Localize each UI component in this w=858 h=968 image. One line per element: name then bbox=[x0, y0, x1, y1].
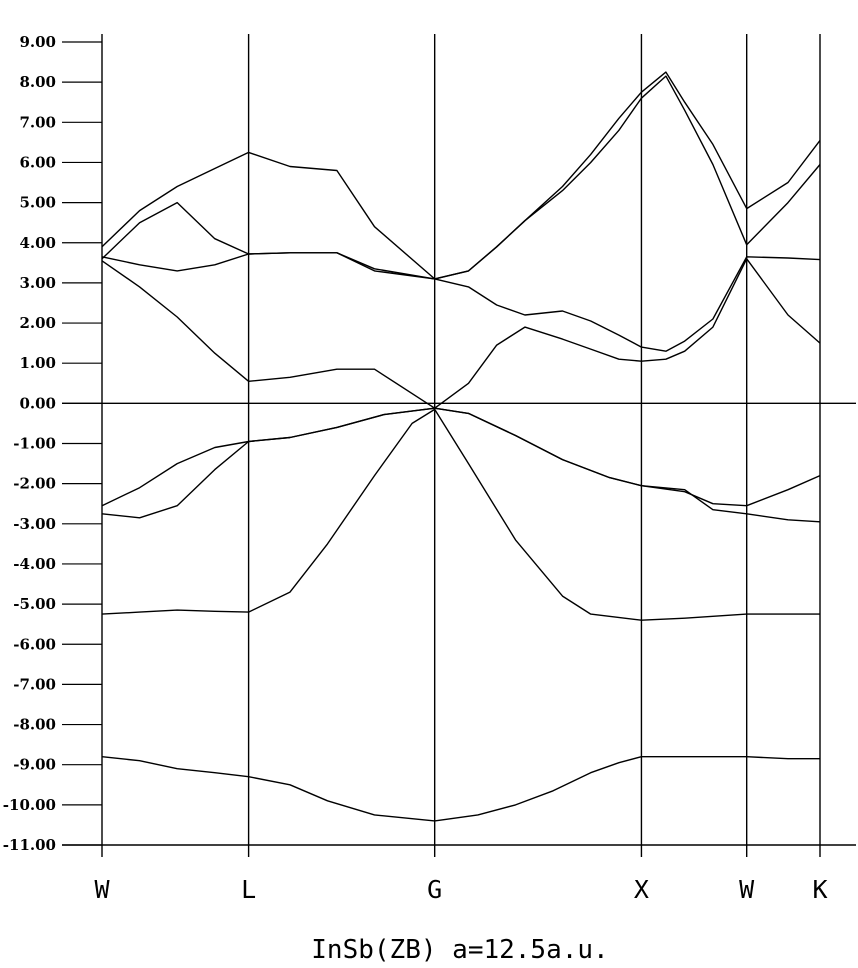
band-line bbox=[101, 71, 821, 280]
y-tick-label: -10.00 bbox=[3, 796, 56, 814]
band-lines bbox=[101, 71, 821, 822]
band-line bbox=[101, 756, 820, 822]
y-tick-label: -9.00 bbox=[13, 756, 56, 774]
y-tick-label: 2.00 bbox=[19, 314, 56, 332]
k-point-label: L bbox=[241, 875, 256, 904]
y-tick-label: -7.00 bbox=[13, 675, 56, 693]
y-tick-label: -5.00 bbox=[13, 595, 56, 613]
band-line bbox=[101, 75, 821, 280]
y-tick-label: -4.00 bbox=[13, 555, 56, 573]
k-point-label: W bbox=[94, 875, 110, 904]
y-tick-label: -8.00 bbox=[13, 716, 56, 734]
y-tick-label: -3.00 bbox=[13, 515, 56, 533]
k-point-label: W bbox=[739, 875, 755, 904]
band-line bbox=[101, 252, 821, 352]
y-tick-label: -6.00 bbox=[13, 635, 56, 653]
y-tick-label: 3.00 bbox=[19, 274, 56, 292]
chart-title: InSb(ZB) a=12.5a.u. bbox=[311, 935, 608, 965]
y-tick-label: 9.00 bbox=[19, 33, 56, 51]
k-point-label: G bbox=[427, 875, 442, 904]
y-tick-label: 5.00 bbox=[19, 194, 56, 212]
y-tick-label: -11.00 bbox=[3, 836, 56, 854]
y-tick-label: 6.00 bbox=[19, 153, 56, 171]
y-tick-label: 0.00 bbox=[19, 394, 56, 412]
y-axis-ticks: 9.00 8.00 7.00 6.00 5.00 4.00 3.00 2.00 1.00 0.00… bbox=[3, 33, 102, 854]
k-point-label: K bbox=[812, 875, 827, 904]
y-tick-label: -1.00 bbox=[13, 435, 56, 453]
y-tick-label: -2.00 bbox=[13, 475, 56, 493]
y-tick-label: 8.00 bbox=[19, 73, 56, 91]
band-line bbox=[101, 407, 821, 519]
y-tick-label: 7.00 bbox=[19, 113, 56, 131]
y-tick-label: 1.00 bbox=[19, 354, 56, 372]
band-line bbox=[101, 258, 821, 409]
k-point-label: X bbox=[634, 875, 649, 904]
band-line bbox=[101, 407, 821, 523]
y-tick-label: 4.00 bbox=[19, 234, 56, 252]
band-line bbox=[101, 408, 820, 621]
